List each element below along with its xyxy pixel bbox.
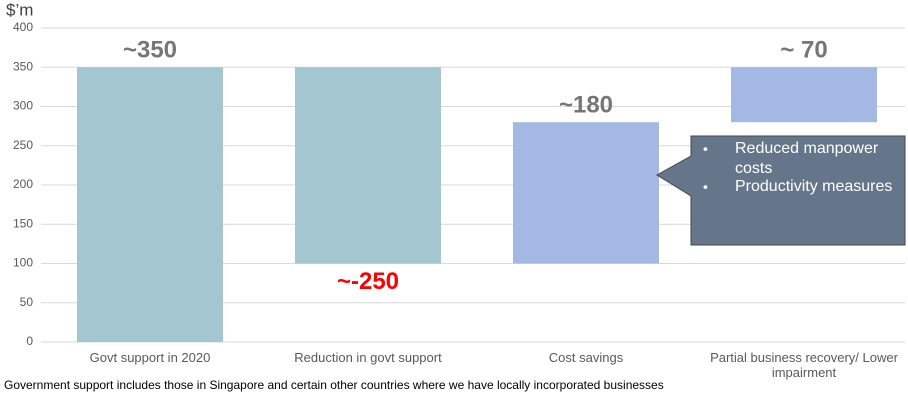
value-label: ~350 [123,37,177,64]
x-tick-label-box: Cost savings [548,350,624,365]
bullet: • [703,141,708,157]
x-tick-label: Reduction in govt support [294,350,442,365]
x-tick-label: Cost savings [548,350,624,365]
y-tick-label: 250 [13,138,33,152]
callout-item-box: Productivity measures [735,178,893,195]
value-label: ~180 [559,92,613,119]
x-tick-label: Partial business recovery/ Lower impairm… [710,350,898,380]
y-tick-label: 50 [20,295,34,309]
x-tick-label: Govt support in 2020 [89,350,211,365]
value-label: ~ 70 [780,37,827,64]
y-axis-label: $’m [6,0,33,19]
y-tick-label: 350 [13,59,33,73]
callout-text: • Reduced manpower costs • Productivity mea… [703,140,893,195]
bar [77,67,223,342]
y-tick-label: 150 [13,216,33,230]
y-tick-label: 400 [13,20,33,34]
callout-box [656,135,906,246]
x-tick-label-box: Govt support in 2020 [89,350,211,365]
bar [731,67,877,123]
x-tick-label-box: Partial business recovery/ Lower impairm… [710,350,898,380]
bar [513,122,659,264]
bar [295,67,441,264]
callout-item-box: Reduced manpower costs [735,140,879,177]
y-tick-label: 200 [13,177,33,191]
bars [77,67,877,342]
callout-item: Reduced manpower costs [735,140,879,177]
y-tick-label: 0 [26,334,33,348]
footnote: Government support includes those in Sin… [4,378,664,392]
y-tick-label: 100 [13,256,33,270]
y-tick-label: 300 [13,99,33,113]
value-label: ~-250 [337,268,399,295]
x-tick-label-box: Reduction in govt support [294,350,442,365]
bullet: • [703,179,708,195]
callout-item: Productivity measures [735,178,893,195]
